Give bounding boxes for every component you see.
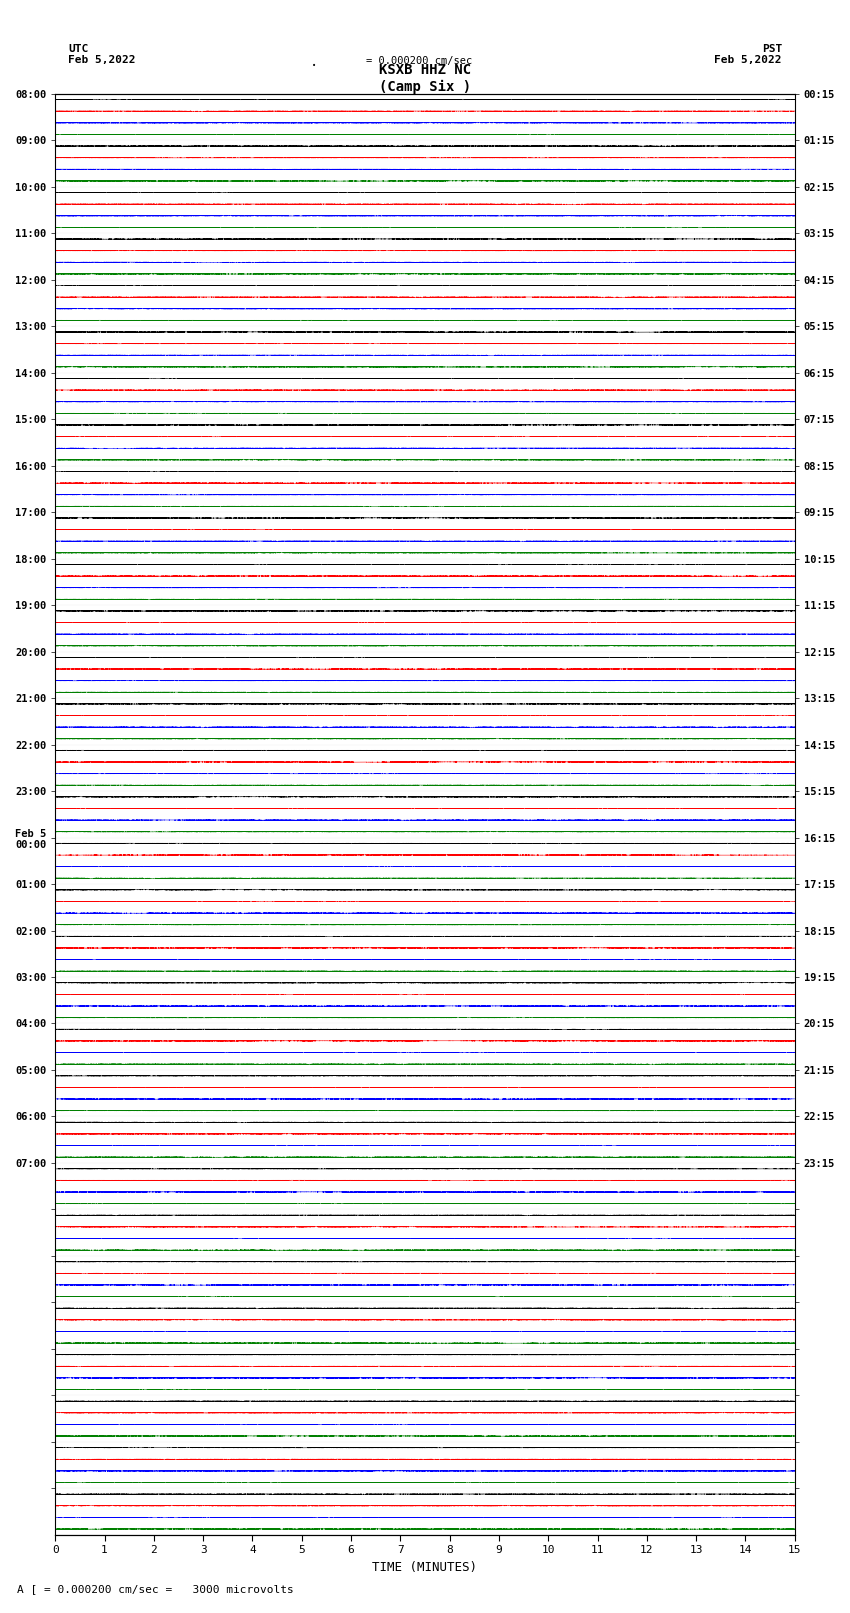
Text: = 0.000200 cm/sec: = 0.000200 cm/sec (366, 56, 472, 66)
Text: UTC
Feb 5,2022: UTC Feb 5,2022 (68, 44, 135, 65)
Text: A [ = 0.000200 cm/sec =   3000 microvolts: A [ = 0.000200 cm/sec = 3000 microvolts (17, 1584, 294, 1594)
Text: PST
Feb 5,2022: PST Feb 5,2022 (715, 44, 782, 65)
X-axis label: TIME (MINUTES): TIME (MINUTES) (372, 1561, 478, 1574)
Title: KSXB HHZ NC
(Camp Six ): KSXB HHZ NC (Camp Six ) (379, 63, 471, 94)
